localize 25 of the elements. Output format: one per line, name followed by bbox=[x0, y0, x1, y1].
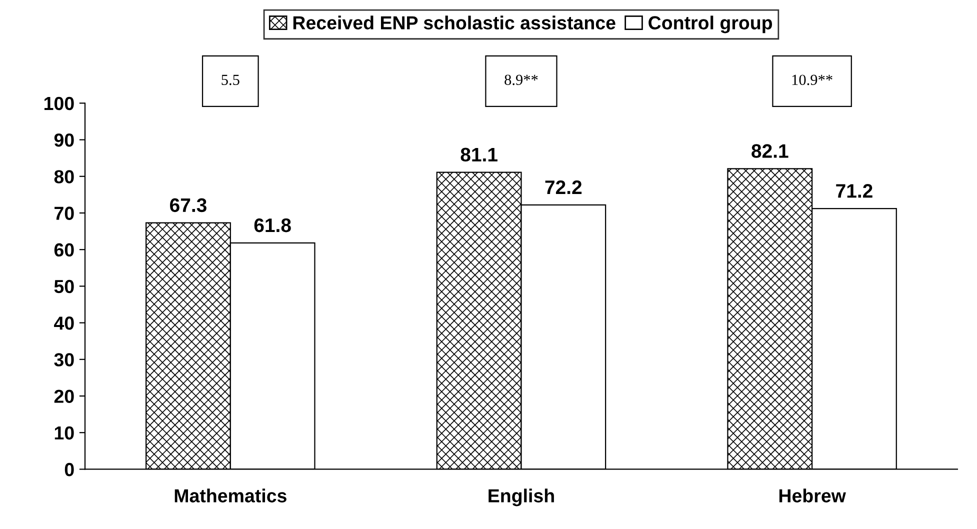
data-label: 71.2 bbox=[836, 184, 872, 198]
text: 8.9** bbox=[504, 74, 538, 86]
data-label: 61.8 bbox=[254, 218, 291, 232]
y-tick-label: 50 bbox=[54, 280, 74, 294]
data-label: 67.3 bbox=[170, 198, 206, 212]
text: 5.5 bbox=[222, 74, 240, 86]
x-tick-label: Mathematics bbox=[174, 488, 286, 502]
y-tick-label: 70 bbox=[54, 206, 74, 220]
legend-label: Control group bbox=[648, 16, 772, 34]
y-tick-label: 100 bbox=[44, 96, 74, 110]
y-tick-label: 80 bbox=[54, 170, 74, 184]
y-tick-label: 20 bbox=[54, 390, 74, 403]
y-tick-label: 90 bbox=[54, 133, 74, 147]
text: 10.9** bbox=[792, 74, 832, 86]
data-label: 72.2 bbox=[545, 180, 582, 194]
data-label: 81.1 bbox=[460, 148, 498, 162]
y-tick-label: 60 bbox=[54, 243, 74, 257]
legend-label: Received ENP scholastic assistance bbox=[293, 16, 616, 30]
y-tick-label: 30 bbox=[54, 353, 74, 366]
x-tick-label: English bbox=[488, 488, 554, 506]
y-tick-label: 0 bbox=[64, 462, 74, 476]
data-label: 82.1 bbox=[752, 144, 788, 158]
y-tick-label: 40 bbox=[54, 316, 74, 330]
x-tick-label: Hebrew bbox=[779, 488, 846, 502]
y-tick-label: 10 bbox=[54, 426, 74, 440]
